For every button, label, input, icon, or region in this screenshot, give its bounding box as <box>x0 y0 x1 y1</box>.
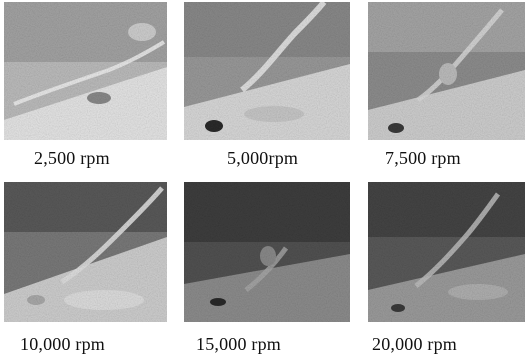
caption-2500-rpm: 2,500 rpm <box>34 148 110 168</box>
photo-20000-rpm <box>368 182 525 322</box>
caption-15000-rpm: 15,000 rpm <box>196 334 281 354</box>
photo-10000-rpm <box>4 182 167 322</box>
photo-5000-rpm <box>184 2 350 140</box>
caption-5000-rpm: 5,000rpm <box>227 148 299 168</box>
photo-2500-rpm <box>4 2 167 140</box>
caption-20000-rpm: 20,000 rpm <box>372 334 457 354</box>
caption-10000-rpm: 10,000 rpm <box>20 334 105 354</box>
caption-7500-rpm: 7,500 rpm <box>385 148 461 168</box>
photo-7500-rpm <box>368 2 525 140</box>
photo-15000-rpm <box>184 182 350 322</box>
